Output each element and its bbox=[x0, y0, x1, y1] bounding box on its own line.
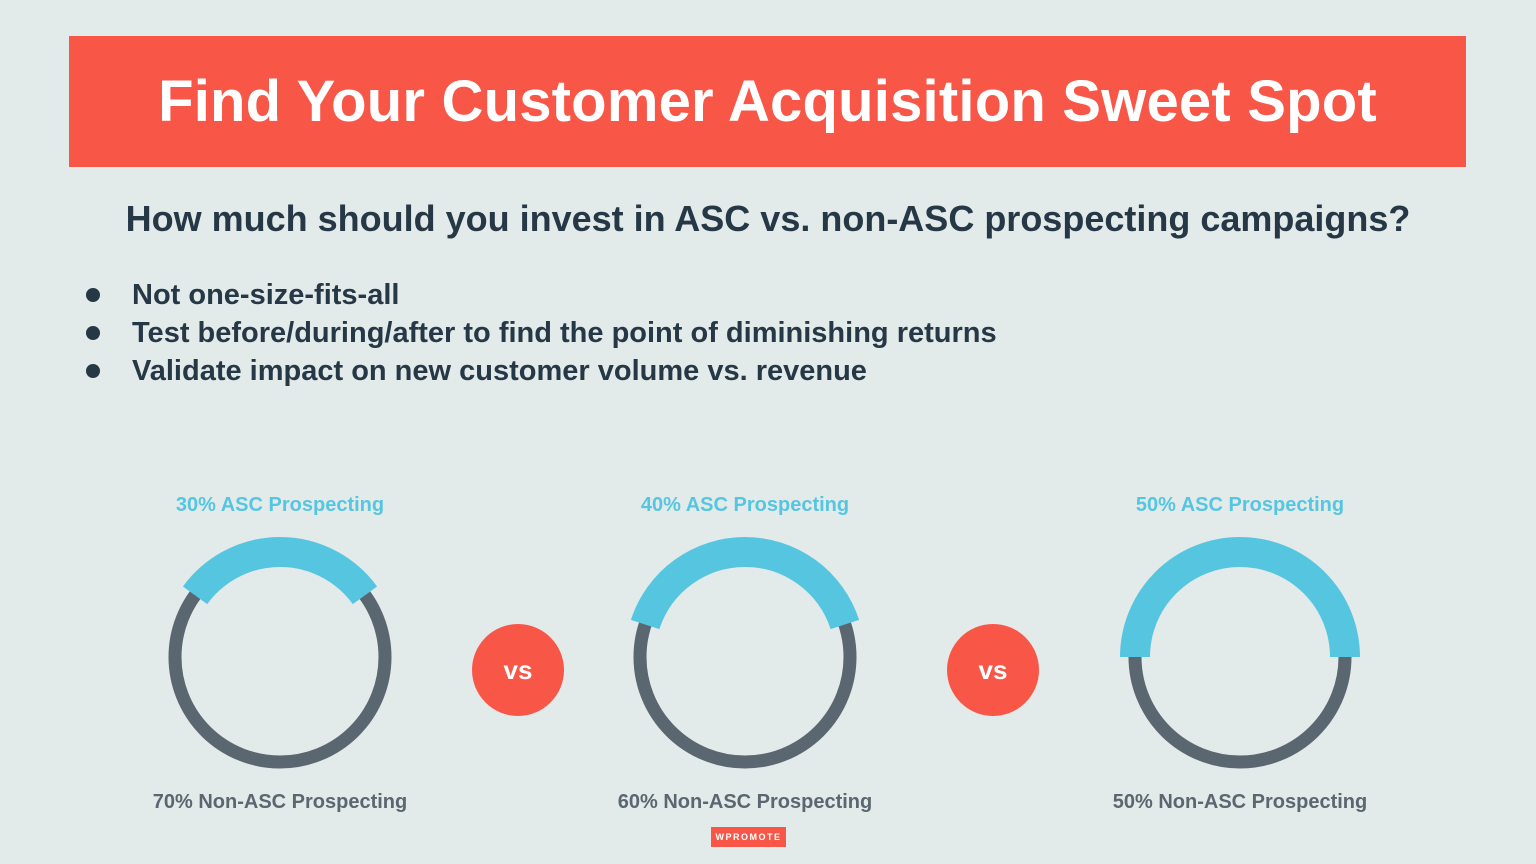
title-banner: Find Your Customer Acquisition Sweet Spo… bbox=[69, 36, 1466, 167]
asc-label: 50% ASC Prospecting bbox=[1136, 494, 1344, 516]
non-asc-label: 60% Non-ASC Prospecting bbox=[618, 791, 872, 813]
slice-asc bbox=[630, 537, 860, 630]
page-title: Find Your Customer Acquisition Sweet Spo… bbox=[158, 69, 1377, 134]
asc-label: 40% ASC Prospecting bbox=[641, 494, 849, 516]
bullet-item: Validate impact on new customer volume v… bbox=[80, 352, 997, 390]
non-asc-label: 50% Non-ASC Prospecting bbox=[1113, 791, 1367, 813]
vs-label: vs bbox=[504, 655, 533, 685]
wpromote-logo: WPROMOTE bbox=[711, 827, 786, 847]
vs-badge bbox=[472, 624, 564, 716]
non-asc-label: 70% Non-ASC Prospecting bbox=[153, 791, 407, 813]
vs-label: vs bbox=[979, 655, 1008, 685]
asc-label: 30% ASC Prospecting bbox=[176, 494, 384, 516]
subtitle: How much should you invest in ASC vs. no… bbox=[125, 198, 1411, 239]
bullet-list: Not one-size-fits-all Test before/during… bbox=[80, 276, 997, 390]
slice-asc bbox=[182, 537, 378, 605]
vs-badge bbox=[947, 624, 1039, 716]
bullet-dot-icon bbox=[86, 288, 100, 302]
bullet-item: Test before/during/after to find the poi… bbox=[80, 314, 997, 352]
bullet-dot-icon bbox=[86, 326, 100, 340]
slice-asc bbox=[1120, 537, 1360, 658]
bullet-dot-icon bbox=[86, 364, 100, 378]
bullet-item: Not one-size-fits-all bbox=[80, 276, 997, 314]
